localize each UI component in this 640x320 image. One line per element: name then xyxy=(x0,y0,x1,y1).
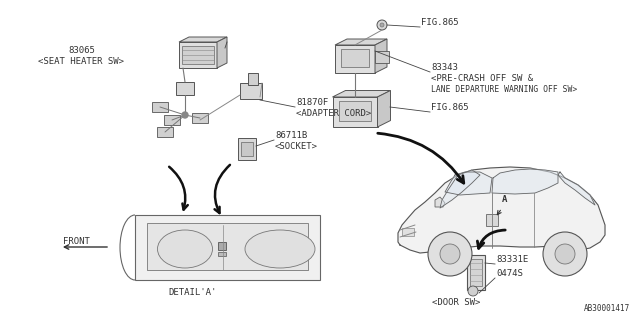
Ellipse shape xyxy=(157,230,212,268)
Bar xyxy=(182,46,214,64)
Text: FIG.865: FIG.865 xyxy=(421,18,459,27)
Polygon shape xyxy=(333,91,390,97)
Circle shape xyxy=(380,23,384,27)
Polygon shape xyxy=(375,39,387,73)
Bar xyxy=(218,252,226,256)
Text: 81870F: 81870F xyxy=(296,98,328,107)
Bar xyxy=(192,113,208,123)
Text: <DOOR SW>: <DOOR SW> xyxy=(432,298,480,307)
Bar xyxy=(341,49,369,67)
Bar xyxy=(467,255,485,290)
Text: 83065: 83065 xyxy=(68,46,95,55)
Bar xyxy=(176,82,194,95)
Circle shape xyxy=(182,112,188,118)
Polygon shape xyxy=(335,39,387,45)
Text: DETAIL'A': DETAIL'A' xyxy=(169,288,217,297)
Text: 83343: 83343 xyxy=(431,63,458,72)
Text: FIG.865: FIG.865 xyxy=(431,103,468,112)
Bar xyxy=(152,102,168,112)
Text: <ADAPTER CORD>: <ADAPTER CORD> xyxy=(296,109,371,118)
Bar xyxy=(470,259,482,286)
Circle shape xyxy=(377,20,387,30)
Text: LANE DEPARTURE WARNING OFF SW>: LANE DEPARTURE WARNING OFF SW> xyxy=(431,85,577,94)
Circle shape xyxy=(555,244,575,264)
Bar xyxy=(218,242,226,250)
Bar xyxy=(135,215,320,280)
Polygon shape xyxy=(492,169,558,194)
Bar xyxy=(240,83,262,99)
Text: 0474S: 0474S xyxy=(496,269,523,278)
Bar xyxy=(157,127,173,137)
Bar xyxy=(241,142,253,156)
Bar xyxy=(486,214,498,226)
Ellipse shape xyxy=(245,230,315,268)
Bar xyxy=(339,101,371,121)
Text: <SEAT HEATER SW>: <SEAT HEATER SW> xyxy=(38,57,124,66)
Polygon shape xyxy=(440,170,480,208)
Polygon shape xyxy=(179,42,217,68)
Text: 86711B: 86711B xyxy=(275,131,307,140)
Circle shape xyxy=(440,244,460,264)
Polygon shape xyxy=(333,97,378,127)
Bar xyxy=(375,51,389,63)
Circle shape xyxy=(428,232,472,276)
Polygon shape xyxy=(335,45,375,73)
Polygon shape xyxy=(378,91,390,127)
Polygon shape xyxy=(445,172,492,195)
Polygon shape xyxy=(217,37,227,68)
Text: FRONT: FRONT xyxy=(63,237,90,246)
Bar xyxy=(147,223,308,270)
Text: <PRE-CRASH OFF SW &: <PRE-CRASH OFF SW & xyxy=(431,74,533,83)
Text: 83331E: 83331E xyxy=(496,255,528,264)
Polygon shape xyxy=(558,172,595,205)
Circle shape xyxy=(543,232,587,276)
Text: AB30001417: AB30001417 xyxy=(584,304,630,313)
Bar xyxy=(164,115,180,125)
Circle shape xyxy=(468,286,478,296)
Bar xyxy=(402,228,414,236)
Polygon shape xyxy=(398,167,605,253)
Bar xyxy=(248,73,258,85)
Polygon shape xyxy=(179,37,227,42)
Bar xyxy=(238,138,256,160)
Polygon shape xyxy=(435,197,445,207)
Text: A: A xyxy=(502,195,508,204)
Text: <SOCKET>: <SOCKET> xyxy=(275,142,318,151)
